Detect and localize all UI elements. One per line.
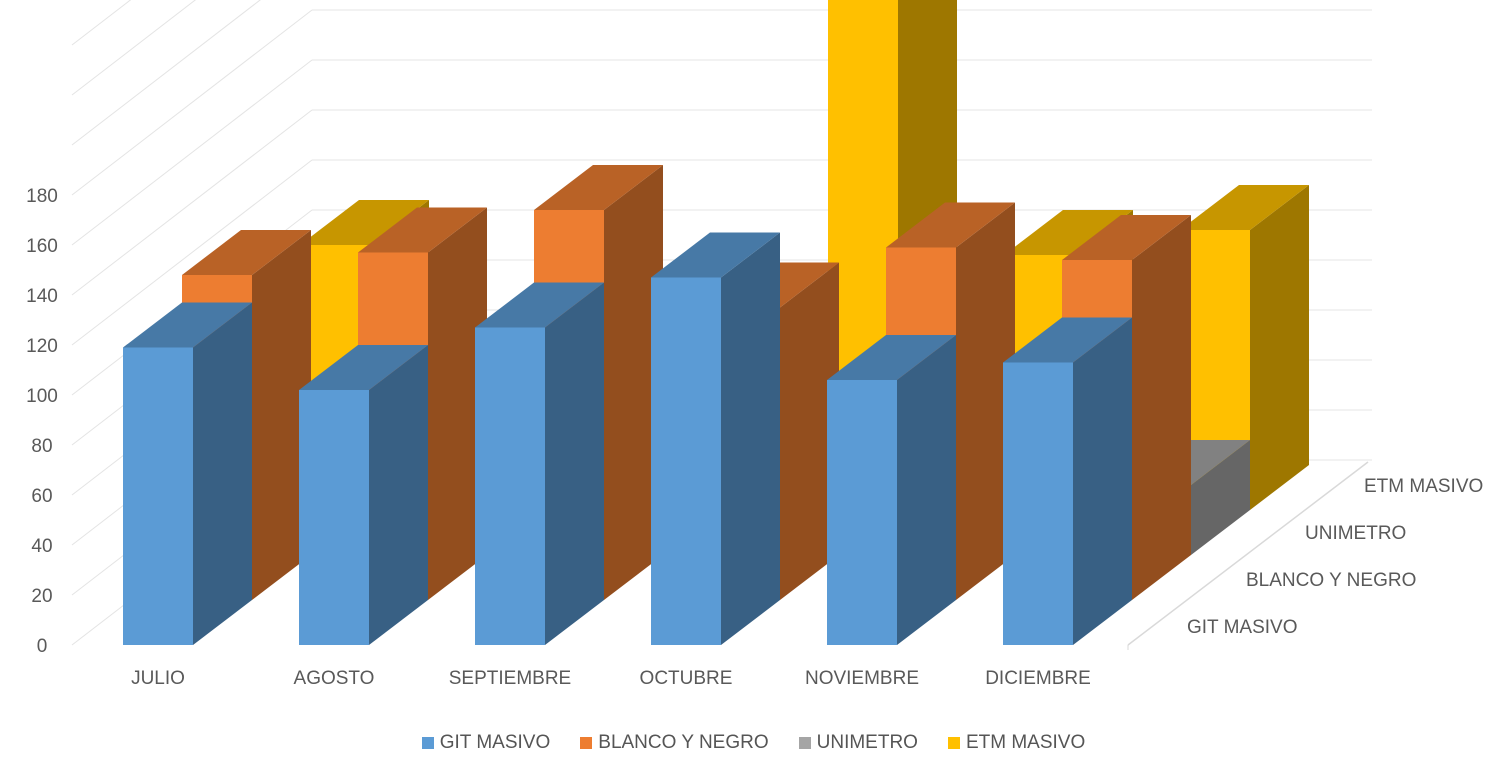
bar-front	[651, 277, 721, 645]
gridline	[71, 109, 313, 296]
bar	[827, 335, 956, 645]
bar-top	[299, 345, 428, 390]
legend-item: GIT MASIVO	[421, 732, 551, 754]
gridline	[71, 59, 313, 246]
bars	[123, 0, 1309, 645]
depth-tick-label: ETM MASIVO	[1364, 476, 1483, 497]
depth-axis	[1127, 461, 1369, 650]
bar-front	[1003, 362, 1073, 645]
y-tick-label: 100	[26, 386, 58, 407]
depth-axis-labels: GIT MASIVO BLANCO Y NEGRO UNIMETRO ETM MASI…	[1187, 476, 1483, 638]
bar-top	[827, 335, 956, 380]
bar-top	[1003, 317, 1132, 363]
bar-top	[1180, 185, 1309, 230]
bar	[651, 232, 780, 645]
legend-item: BLANCO Y NEGRO	[580, 732, 769, 754]
legend-label: GIT MASIVO	[439, 732, 551, 753]
bar-top	[1004, 210, 1133, 255]
x-tick-label: AGOSTO	[294, 668, 375, 689]
legend-label: UNIMETRO	[816, 732, 918, 753]
x-tick-label: NOVIEMBRE	[805, 668, 919, 689]
bar-top	[182, 230, 311, 275]
y-tick-label: 0	[37, 636, 48, 657]
bar-side	[956, 202, 1015, 600]
bar-front	[123, 347, 193, 645]
bar-side	[545, 282, 604, 645]
bar-top	[1062, 215, 1191, 260]
bar-top	[123, 302, 252, 348]
bar	[475, 282, 604, 645]
bar	[1003, 317, 1132, 645]
legend-item: UNIMETRO	[798, 732, 918, 754]
x-tick-label: OCTUBRE	[640, 668, 733, 689]
bar-front	[475, 327, 545, 645]
y-tick-label: 40	[31, 536, 52, 557]
bar-side	[428, 207, 487, 600]
bar-side	[897, 335, 956, 645]
bar-side	[369, 345, 428, 645]
legend-label: ETM MASIVO	[965, 732, 1086, 753]
bar	[123, 302, 252, 645]
y-axis-ticks: 0 20 40 60 80 100 120 140 160 180	[26, 186, 58, 657]
bar-side	[1191, 440, 1250, 555]
legend-label: BLANCO Y NEGRO	[598, 732, 769, 753]
bar-side	[1132, 215, 1191, 600]
bar-side	[604, 165, 663, 600]
bar	[299, 345, 428, 645]
legend-swatch	[421, 737, 434, 749]
bar-top	[886, 202, 1015, 248]
y-tick-label: 140	[26, 286, 58, 307]
y-tick-label: 20	[31, 586, 52, 607]
bar-top	[651, 232, 780, 278]
y-tick-label: 180	[26, 186, 58, 207]
depth-tick-label: BLANCO Y NEGRO	[1246, 570, 1416, 591]
y-tick-label: 120	[26, 336, 58, 357]
legend: GIT MASIVO BLANCO Y NEGRO UNIMETRO ETM MASI…	[0, 728, 1507, 758]
bar-top	[358, 207, 487, 253]
bar-front	[299, 390, 369, 645]
bar-side	[252, 230, 311, 600]
bar-front	[827, 380, 897, 645]
y-tick-label: 80	[31, 436, 52, 457]
gridline	[71, 0, 132, 46]
bar-top	[300, 200, 429, 245]
legend-swatch	[580, 737, 593, 749]
chart-canvas: 0 20 40 60 80 100 120 140 160 180 JULIO AGOSTO SEPT…	[26, 0, 1483, 689]
bar-top	[534, 165, 663, 210]
depth-tick-label: UNIMETRO	[1305, 523, 1406, 544]
legend-swatch	[798, 737, 811, 749]
legend-swatch	[947, 737, 960, 749]
x-tick-label: DICIEMBRE	[985, 668, 1091, 689]
x-axis-ticks: JULIO AGOSTO SEPTIEMBRE OCTUBRE NOVIEMBRE DIC…	[131, 668, 1091, 689]
bar-side	[1250, 185, 1309, 510]
gridline	[71, 159, 313, 346]
bar-side	[721, 232, 780, 645]
bar-side	[1073, 317, 1132, 645]
legend-item: ETM MASIVO	[947, 732, 1086, 754]
y-tick-label: 60	[31, 486, 52, 507]
gridline	[71, 0, 197, 96]
x-tick-label: SEPTIEMBRE	[449, 668, 571, 689]
bar-side	[193, 302, 252, 645]
gridline	[71, 0, 261, 146]
bar-top	[475, 282, 604, 328]
bar-side	[780, 262, 839, 600]
gridline	[71, 9, 313, 196]
depth-tick-label: GIT MASIVO	[1187, 617, 1298, 638]
x-tick-label: JULIO	[131, 668, 185, 689]
depth-axis-line	[1127, 461, 1369, 646]
y-tick-label: 160	[26, 236, 58, 257]
